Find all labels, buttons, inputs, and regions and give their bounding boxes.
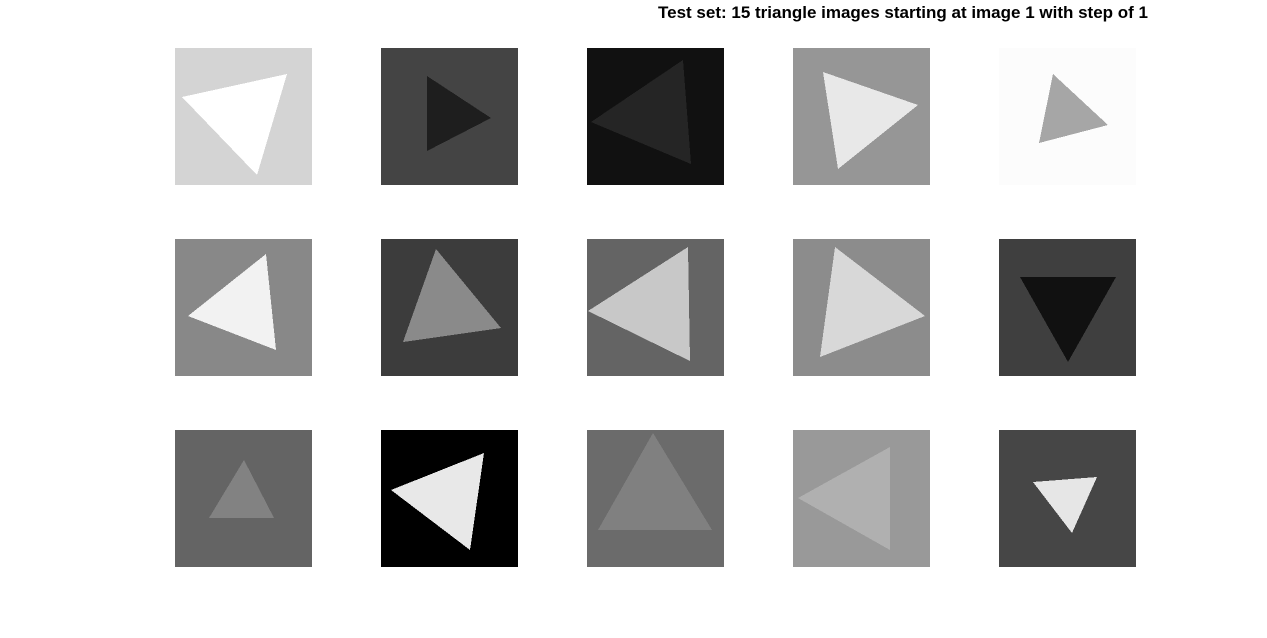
- triangle-image-canvas: [999, 239, 1136, 376]
- triangle-shape: [798, 447, 890, 550]
- triangle-image: [175, 430, 312, 567]
- triangle-image-canvas: [999, 48, 1136, 185]
- triangle-shape: [598, 433, 712, 530]
- triangle-shape: [391, 453, 484, 550]
- triangle-image-canvas: [587, 48, 724, 185]
- triangle-image: [381, 430, 518, 567]
- triangle-image-canvas: [999, 430, 1136, 567]
- triangle-image: [999, 239, 1136, 376]
- triangle-image: [999, 430, 1136, 567]
- triangle-shape: [1033, 477, 1097, 533]
- triangle-image: [587, 430, 724, 567]
- triangle-shape: [588, 247, 690, 361]
- triangle-image: [175, 48, 312, 185]
- triangle-image-canvas: [175, 430, 312, 567]
- triangle-image: [999, 48, 1136, 185]
- triangle-shape: [427, 76, 491, 151]
- triangle-image: [587, 48, 724, 185]
- triangle-image: [381, 239, 518, 376]
- triangle-image-canvas: [175, 239, 312, 376]
- triangle-image: [175, 239, 312, 376]
- triangle-image: [381, 48, 518, 185]
- triangle-shape: [182, 74, 287, 175]
- triangle-image-canvas: [381, 48, 518, 185]
- triangle-image-canvas: [381, 430, 518, 567]
- triangle-image-canvas: [793, 430, 930, 567]
- triangle-image-canvas: [793, 48, 930, 185]
- triangle-image-canvas: [587, 239, 724, 376]
- triangle-image-canvas: [381, 239, 518, 376]
- triangle-shape: [591, 60, 691, 164]
- triangle-image: [793, 239, 930, 376]
- triangle-image: [793, 48, 930, 185]
- triangle-image: [587, 239, 724, 376]
- triangle-image-canvas: [793, 239, 930, 376]
- triangle-shape: [188, 254, 276, 350]
- triangle-shape: [1039, 74, 1108, 143]
- triangle-image: [793, 430, 930, 567]
- figure-title: Test set: 15 triangle images starting at…: [658, 3, 1148, 22]
- triangle-image-canvas: [587, 430, 724, 567]
- triangle-shape: [823, 72, 918, 169]
- triangle-shape: [1020, 277, 1116, 362]
- triangle-shape: [209, 460, 274, 518]
- triangle-shape: [403, 249, 501, 342]
- triangle-image-canvas: [175, 48, 312, 185]
- triangle-shape: [820, 247, 925, 357]
